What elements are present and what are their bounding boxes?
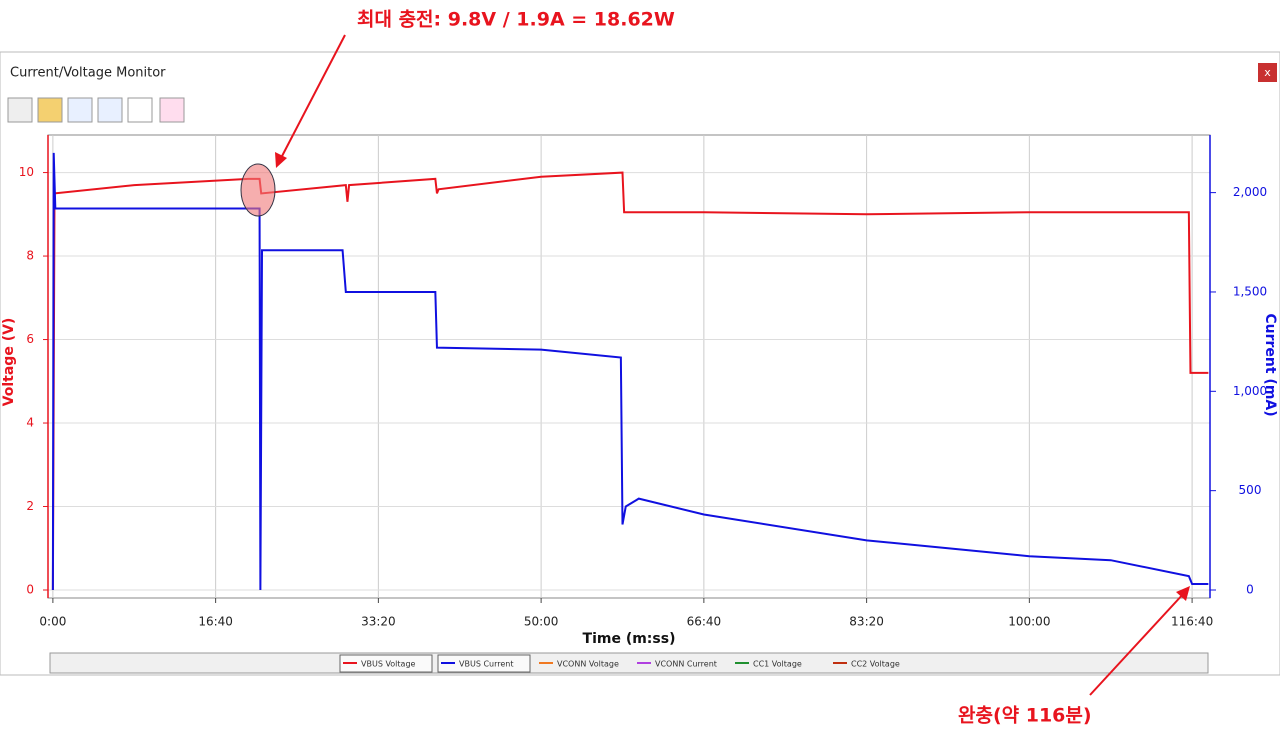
arrow: [279, 34, 346, 161]
tool-button[interactable]: [7, 97, 33, 123]
tool-button[interactable]: [127, 97, 153, 123]
x-tick-label: 100:00: [1008, 615, 1050, 629]
x-tick-label: 116:40: [1171, 615, 1213, 629]
tool-button[interactable]: [67, 97, 93, 123]
x-tick-label: 16:40: [198, 615, 233, 629]
y-tick-label: 10: [19, 165, 34, 179]
annotation: 최대 충전: 9.8V / 1.9A = 18.62W: [357, 9, 675, 31]
y2-tick-label: 0: [1246, 583, 1254, 597]
series-line: [51, 152, 1209, 591]
y-tick-label: 0: [26, 583, 34, 597]
y2-axis-title: Current (mA): [1262, 313, 1278, 416]
arrow-head: [275, 152, 287, 168]
window-title: Current/Voltage Monitor: [10, 66, 166, 81]
close-button[interactable]: [1258, 63, 1277, 82]
y-tick-label: 8: [26, 249, 34, 263]
x-tick-label: 0:00: [39, 615, 66, 629]
annotation: 완충(약 116분): [958, 705, 1092, 727]
y-tick-label: 4: [26, 416, 34, 430]
highlight: [240, 163, 276, 217]
legend-label: VBUS Voltage: [361, 660, 416, 669]
toolbar: [7, 97, 185, 123]
tool-button[interactable]: [97, 97, 123, 123]
y2-tick-label: 500: [1239, 483, 1262, 497]
arrow-head: [1176, 586, 1190, 601]
y2-tick-label: 1,500: [1233, 284, 1267, 298]
legend-label: CC1 Voltage: [753, 660, 802, 669]
legend-label: VCONN Current: [655, 660, 717, 669]
y-tick-label: 6: [26, 332, 34, 346]
legend-label: VCONN Voltage: [557, 660, 619, 669]
x-tick-label: 66:40: [687, 615, 722, 629]
y-axis-title: Voltage (V): [1, 318, 17, 407]
legend-box: [437, 654, 531, 673]
close-label[interactable]: x: [1264, 66, 1271, 79]
x-tick-label: 50:00: [524, 615, 559, 629]
tool-button[interactable]: [159, 97, 185, 123]
x-tick-label: 83:20: [849, 615, 884, 629]
plot-area: [47, 134, 1211, 599]
legend-box: [339, 654, 433, 673]
legend-label: CC2 Voltage: [851, 660, 900, 669]
y2-tick-label: 1,000: [1233, 384, 1267, 398]
legend-label: VBUS Current: [459, 660, 513, 669]
x-tick-label: 33:20: [361, 615, 396, 629]
tool-button[interactable]: [37, 97, 63, 123]
y-tick-label: 2: [26, 499, 34, 513]
legend-bar: [49, 652, 1209, 674]
arrow: [1089, 591, 1186, 696]
x-axis-title: Time (m:ss): [583, 631, 676, 647]
y2-tick-label: 2,000: [1233, 185, 1267, 199]
